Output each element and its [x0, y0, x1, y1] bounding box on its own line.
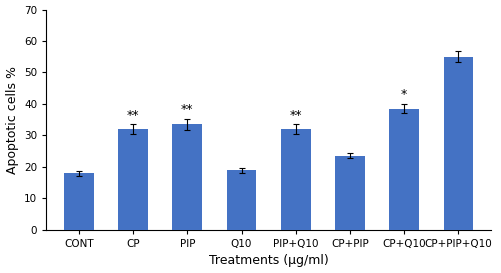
Bar — [443, 57, 472, 230]
X-axis label: Treatments (μg/ml): Treatments (μg/ml) — [208, 254, 328, 268]
Bar — [226, 170, 256, 230]
Text: **: ** — [181, 103, 193, 116]
Y-axis label: Apoptotic cells %: Apoptotic cells % — [6, 66, 19, 174]
Bar — [280, 129, 310, 230]
Text: *: * — [400, 88, 407, 102]
Text: **: ** — [127, 109, 139, 122]
Bar — [64, 173, 94, 230]
Bar — [172, 124, 202, 230]
Bar — [118, 129, 148, 230]
Text: **: ** — [289, 109, 302, 122]
Bar — [389, 109, 418, 230]
Bar — [335, 156, 364, 230]
